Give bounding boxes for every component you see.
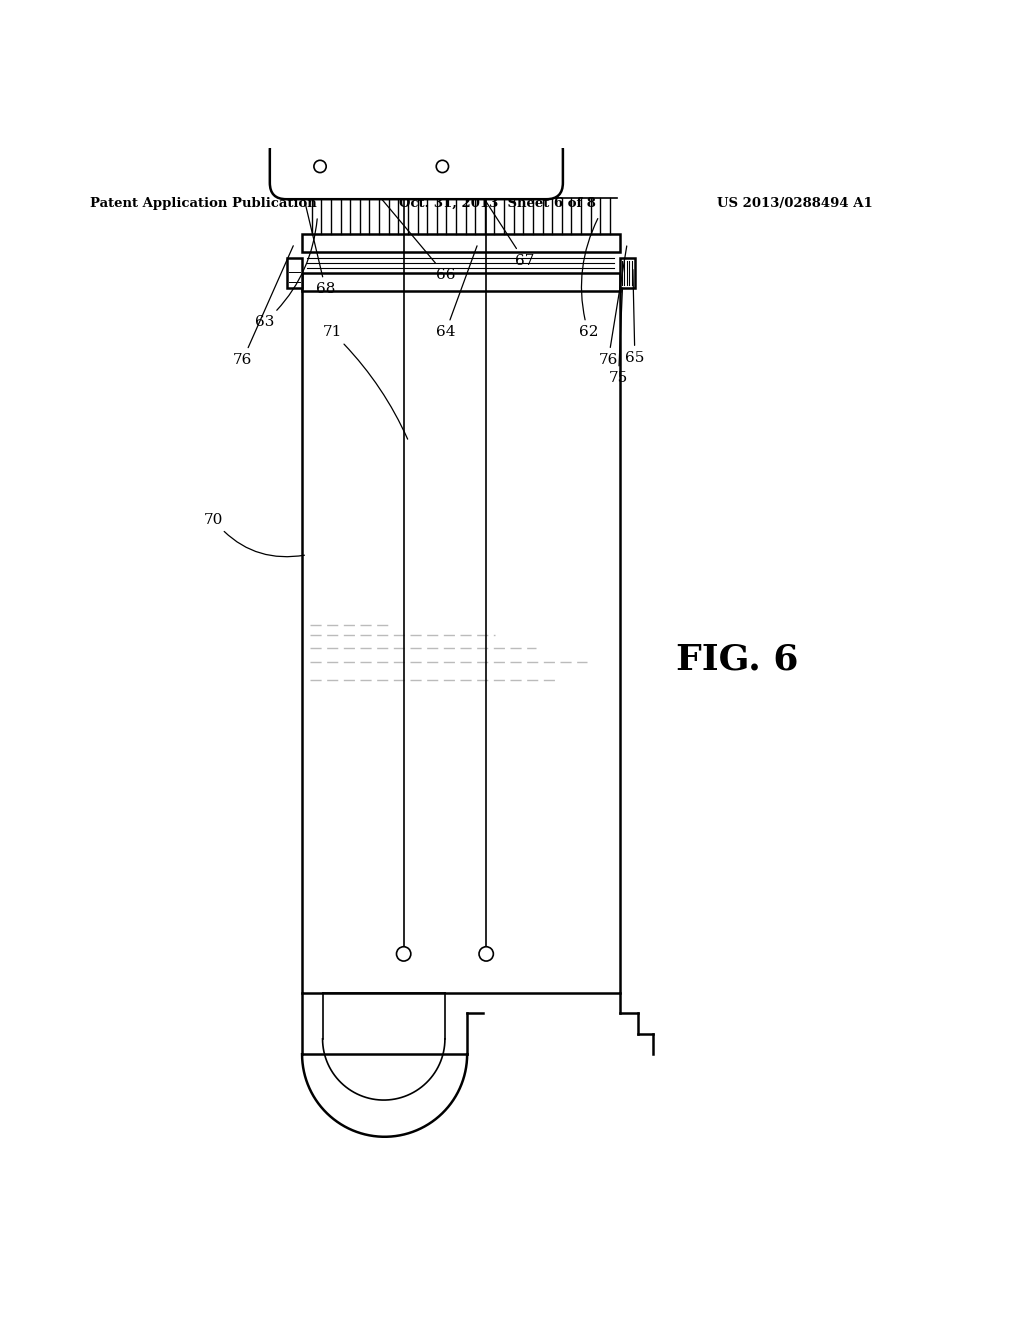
Text: FIG. 6: FIG. 6 bbox=[676, 643, 799, 677]
Circle shape bbox=[396, 946, 411, 961]
Text: 67: 67 bbox=[454, 152, 534, 268]
Circle shape bbox=[479, 946, 494, 961]
Text: 65: 65 bbox=[626, 269, 644, 364]
FancyBboxPatch shape bbox=[269, 133, 563, 199]
Circle shape bbox=[314, 160, 327, 173]
Circle shape bbox=[436, 160, 449, 173]
Text: Patent Application Publication: Patent Application Publication bbox=[90, 197, 316, 210]
Text: US 2013/0288494 A1: US 2013/0288494 A1 bbox=[717, 197, 872, 210]
Text: 71: 71 bbox=[323, 325, 408, 440]
Text: 75: 75 bbox=[609, 288, 628, 385]
Text: Oct. 31, 2013  Sheet 6 of 8: Oct. 31, 2013 Sheet 6 of 8 bbox=[399, 197, 596, 210]
Text: 76: 76 bbox=[599, 246, 627, 367]
Text: 76: 76 bbox=[233, 246, 293, 367]
Text: 62: 62 bbox=[579, 219, 598, 339]
Text: 68: 68 bbox=[297, 169, 335, 296]
Bar bbox=[620, 257, 635, 288]
Text: 64: 64 bbox=[435, 246, 477, 339]
Bar bbox=[302, 234, 620, 252]
Text: 63: 63 bbox=[255, 219, 317, 329]
Text: 70: 70 bbox=[204, 512, 304, 557]
Bar bbox=[302, 286, 620, 993]
Text: 66: 66 bbox=[342, 152, 456, 282]
Bar bbox=[302, 273, 620, 292]
Bar bbox=[287, 257, 302, 288]
